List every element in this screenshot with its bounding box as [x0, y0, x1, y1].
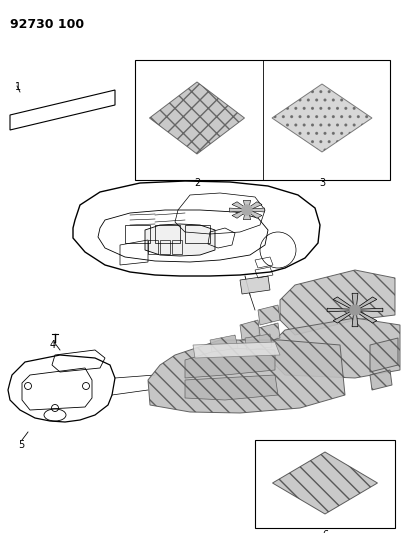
Polygon shape	[271, 84, 371, 152]
Bar	[148, 240, 158, 254]
Text: 2: 2	[193, 178, 200, 188]
Bar	[172, 240, 182, 254]
Polygon shape	[145, 224, 215, 256]
Polygon shape	[209, 335, 237, 352]
Text: 4: 4	[50, 340, 56, 350]
Bar	[155, 225, 180, 243]
Polygon shape	[332, 311, 352, 323]
Bar	[135, 60, 389, 180]
Polygon shape	[272, 452, 377, 514]
Polygon shape	[326, 308, 350, 312]
Polygon shape	[332, 297, 352, 309]
Polygon shape	[239, 276, 269, 294]
Polygon shape	[231, 202, 245, 209]
Polygon shape	[149, 82, 244, 154]
Bar	[184, 225, 209, 243]
Polygon shape	[248, 211, 261, 218]
Polygon shape	[351, 312, 357, 327]
Polygon shape	[184, 348, 274, 378]
Polygon shape	[243, 213, 250, 220]
Text: 1: 1	[15, 82, 21, 92]
Polygon shape	[358, 308, 382, 312]
Polygon shape	[148, 340, 344, 413]
Polygon shape	[239, 320, 259, 340]
Polygon shape	[243, 200, 250, 207]
Polygon shape	[251, 208, 264, 212]
Polygon shape	[269, 318, 399, 378]
Text: 5: 5	[18, 440, 24, 450]
Polygon shape	[192, 342, 279, 358]
Polygon shape	[244, 334, 271, 350]
Text: 3: 3	[318, 178, 324, 188]
Circle shape	[349, 305, 359, 315]
Bar	[125, 225, 150, 243]
Bar	[254, 440, 394, 528]
Polygon shape	[229, 208, 242, 212]
Polygon shape	[279, 270, 394, 335]
Bar	[160, 240, 170, 254]
Circle shape	[241, 205, 251, 215]
Polygon shape	[231, 211, 245, 218]
Text: 92730 100: 92730 100	[10, 18, 84, 31]
Polygon shape	[248, 202, 261, 209]
Polygon shape	[184, 375, 277, 400]
Polygon shape	[351, 293, 357, 308]
Polygon shape	[369, 338, 397, 372]
Polygon shape	[257, 305, 279, 325]
Polygon shape	[369, 370, 391, 390]
Polygon shape	[356, 311, 376, 323]
Polygon shape	[356, 297, 376, 309]
Text: 6: 6	[321, 530, 327, 533]
Polygon shape	[257, 323, 279, 343]
